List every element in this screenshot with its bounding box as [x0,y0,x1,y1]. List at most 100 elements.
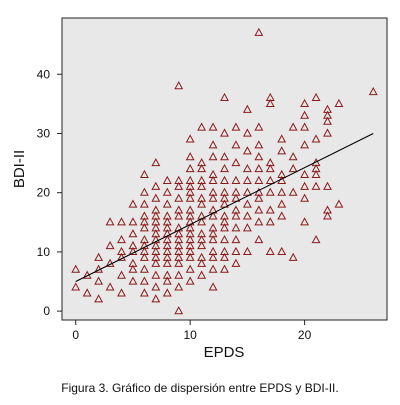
data-point [185,205,195,214]
data-point [128,229,138,238]
data-point [197,163,207,173]
data-point [185,223,195,232]
data-point [151,240,161,250]
data-point [231,175,241,184]
data-point [242,104,252,113]
data-point [323,128,332,137]
data-point [94,252,104,261]
data-point [174,181,184,190]
data-point [162,217,172,226]
data-point [311,235,321,244]
data-point [231,140,241,149]
scatter-chart: 0 10 20 0 10 20 30 40 EPDS BDI-II [11,17,388,361]
data-point [208,122,218,131]
data-point [323,181,332,190]
data-point [128,258,138,267]
x-axis-title: EPDS [204,344,245,361]
data-point [185,181,195,190]
data-point [197,158,207,167]
data-point [197,240,207,250]
data-point [128,246,138,256]
data-point [254,27,264,36]
data-point [220,152,229,161]
data-point [197,258,207,267]
data-point [71,282,81,291]
data-point [208,175,218,184]
data-points [71,27,378,315]
data-point [242,128,252,137]
data-point [254,217,264,226]
axis-ticks: 0 10 20 0 10 20 30 40 [37,67,312,342]
data-point [323,116,332,125]
data-point [185,175,195,184]
data-point [242,175,252,184]
data-point [265,98,275,107]
data-point [231,187,241,196]
data-point [139,169,149,179]
data-point [300,98,310,107]
data-point [242,146,252,155]
data-point [334,199,344,208]
data-point [197,175,207,184]
data-point [277,211,287,220]
data-point [254,122,264,131]
data-point [162,270,172,279]
data-point [174,258,184,267]
data-point [231,258,241,267]
data-point [277,146,287,155]
data-point [311,169,321,179]
data-point [139,288,149,297]
data-point [288,252,298,261]
y-tick-label: 20 [37,186,51,200]
data-point [197,217,207,226]
data-point [174,205,184,214]
data-point [162,258,172,267]
data-point [208,211,218,220]
data-point [254,205,264,214]
data-point [197,193,207,202]
data-point [128,264,138,273]
data-point [185,235,195,244]
data-point [231,223,241,232]
figure-caption: Figura 3. Gráfico de dispersión entre EP… [61,381,339,395]
data-point [151,235,161,244]
data-point [139,235,149,244]
data-point [128,217,138,226]
data-point [300,122,310,131]
data-point [117,235,126,244]
data-point [220,246,229,256]
data-point [300,181,310,190]
data-point [288,122,298,131]
data-point [151,211,161,220]
data-point [151,223,161,232]
data-point [139,276,149,285]
data-point [151,217,161,226]
data-point [254,163,264,173]
data-point [185,246,195,256]
data-point [231,205,241,214]
data-point [151,181,161,190]
data-point [162,252,172,261]
data-point [185,134,195,143]
data-point [174,270,184,279]
data-point [208,193,218,202]
data-point [174,193,184,202]
data-point [162,223,172,232]
data-point [139,199,149,208]
data-point [197,270,207,279]
data-point [128,240,138,250]
data-point [197,235,207,244]
data-point [197,252,207,261]
data-point [139,264,149,273]
data-point [288,187,298,196]
data-point [174,252,184,261]
data-point [174,282,184,291]
data-point [139,217,149,226]
data-point [185,229,195,238]
data-point [197,181,207,190]
data-point [197,199,207,208]
data-point [117,252,126,261]
x-tick-label: 10 [183,328,197,342]
data-point [185,252,195,261]
data-point [242,199,252,208]
